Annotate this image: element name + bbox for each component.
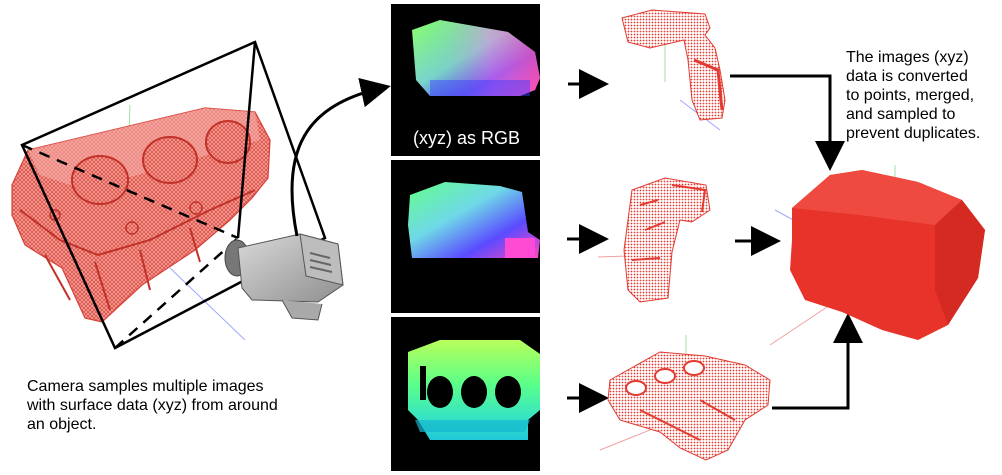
camera-frustum	[20, 40, 327, 350]
engine-block-model	[11, 104, 271, 341]
arrow-cloud1-to-merged	[730, 74, 845, 171]
camera-caption: Camera samples multiple images with surf…	[27, 378, 278, 433]
capture-arrow	[290, 77, 391, 237]
xyz-as-rgb-label: (xyz) as RGB	[413, 128, 521, 148]
partial-cloud-top	[621, 9, 726, 131]
xyz-panel-bottom	[391, 317, 540, 471]
merge-caption: The images (xyz) data is converted to po…	[846, 49, 981, 142]
xyz-panel-middle	[391, 160, 540, 313]
partial-cloud-middle	[597, 177, 711, 303]
arrow-cloud3-to-merged	[772, 313, 863, 410]
partial-cloud-bottom	[599, 335, 771, 461]
merged-point-cloud	[769, 165, 985, 346]
xyz-panel-top	[391, 4, 540, 156]
camera-icon	[224, 233, 344, 321]
